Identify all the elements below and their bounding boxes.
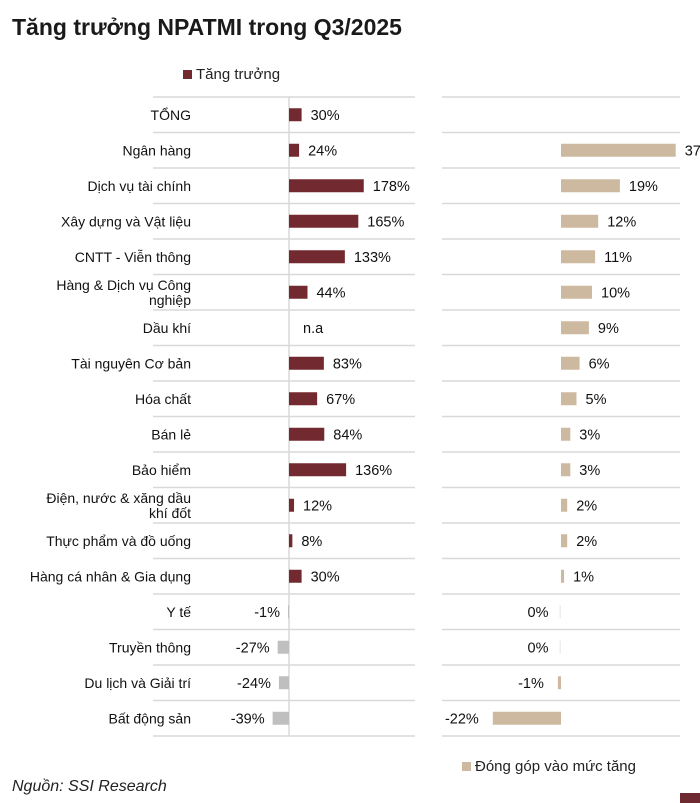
category-label: Y tế xyxy=(166,604,191,620)
growth-bar xyxy=(289,498,295,512)
contribution-bar xyxy=(492,711,561,725)
contribution-data-label: 3% xyxy=(579,427,600,443)
legend-contribution: Đóng góp vào mức tăng xyxy=(462,758,636,775)
category-label: Hàng cá nhân & Gia dụng xyxy=(30,568,191,584)
contribution-bar xyxy=(561,214,599,228)
contribution-bar xyxy=(561,250,596,264)
contribution-data-label: -22% xyxy=(445,711,479,727)
contribution-data-label: 11% xyxy=(604,250,632,266)
growth-data-label: 8% xyxy=(301,534,322,550)
contribution-bar xyxy=(557,676,561,690)
contribution-data-label: -1% xyxy=(518,676,544,692)
growth-data-label: 84% xyxy=(333,427,362,443)
contribution-bar xyxy=(559,640,561,654)
contribution-data-label: 2% xyxy=(576,498,597,514)
category-label: Bán lẻ xyxy=(151,426,191,442)
growth-data-label: -27% xyxy=(236,640,270,656)
contribution-data-label: 2% xyxy=(576,534,597,550)
contribution-data-label: 5% xyxy=(586,392,607,408)
growth-bar xyxy=(289,143,300,157)
growth-data-label: -1% xyxy=(254,605,280,621)
growth-bar xyxy=(288,605,289,619)
contribution-bar xyxy=(561,285,592,299)
contribution-bar xyxy=(561,321,589,335)
contribution-data-label: 0% xyxy=(528,605,549,621)
growth-bar xyxy=(278,676,289,690)
growth-data-label: -24% xyxy=(237,676,271,692)
category-label: Hàng & Dịch vụ Công nghiệp xyxy=(56,277,191,308)
growth-data-label: 12% xyxy=(303,498,332,514)
growth-bar xyxy=(289,179,364,193)
growth-bar xyxy=(289,427,325,441)
growth-data-label: 133% xyxy=(354,250,391,266)
growth-bar xyxy=(289,285,308,299)
contribution-bar xyxy=(561,143,676,157)
contribution-bar xyxy=(561,179,620,193)
category-label: Hóa chất xyxy=(135,391,191,407)
growth-bar xyxy=(272,711,289,725)
category-label: Truyền thông xyxy=(109,639,191,655)
contribution-bar xyxy=(561,569,565,583)
category-label: Xây dựng và Vật liệu xyxy=(61,213,191,229)
legend-label-growth: Tăng trưởng xyxy=(196,66,281,83)
contribution-bar xyxy=(561,427,571,441)
contribution-data-label: 1% xyxy=(573,569,594,585)
growth-data-label: 178% xyxy=(373,179,410,195)
contribution-data-label: 12% xyxy=(607,214,636,230)
category-label: Thực phẩm và đồ uống xyxy=(46,533,191,549)
contribution-bar xyxy=(561,392,577,406)
category-label: Dầu khí xyxy=(143,320,191,336)
chart-title: Tăng trưởng NPATMI trong Q3/2025 xyxy=(12,14,402,40)
growth-bar xyxy=(289,356,324,370)
growth-bar xyxy=(289,392,318,406)
category-label: Tài nguyên Cơ bản xyxy=(71,355,191,371)
contribution-data-label: 0% xyxy=(528,640,549,656)
category-label: Dịch vụ tài chính xyxy=(88,178,192,194)
growth-bar xyxy=(289,108,302,122)
growth-bar xyxy=(289,569,302,583)
growth-bar xyxy=(289,250,345,264)
legend-growth: Tăng trưởng xyxy=(183,66,280,83)
source-note: Nguồn: SSI Research xyxy=(12,778,167,795)
brand-corner-mark xyxy=(680,793,700,803)
growth-bar xyxy=(289,534,293,548)
legend-swatch-contribution xyxy=(462,762,471,771)
legend-swatch-growth xyxy=(183,70,192,79)
growth-data-label: -39% xyxy=(231,711,265,727)
category-label: Bảo hiểm xyxy=(132,462,191,478)
growth-data-label: 24% xyxy=(308,143,337,159)
growth-data-label: n.a xyxy=(303,321,324,337)
growth-data-label: 136% xyxy=(355,463,392,479)
category-label: TỔNG xyxy=(151,106,191,123)
contribution-bar xyxy=(561,463,571,477)
growth-bar xyxy=(289,463,347,477)
category-label: Bất động sản xyxy=(108,710,191,726)
contribution-bar xyxy=(559,605,561,619)
contribution-bar xyxy=(561,498,568,512)
growth-data-label: 30% xyxy=(311,108,340,124)
contribution-data-label: 19% xyxy=(629,179,658,195)
growth-data-label: 165% xyxy=(367,214,404,230)
contribution-data-label: 10% xyxy=(601,285,630,301)
contribution-data-label: 6% xyxy=(589,356,610,372)
category-label: Ngân hàng xyxy=(122,142,191,158)
contribution-data-label: 3% xyxy=(579,463,600,479)
category-label: CNTT - Viễn thông xyxy=(75,249,191,265)
growth-bar xyxy=(277,640,289,654)
contribution-data-label: 9% xyxy=(598,321,619,337)
legend-label-contribution: Đóng góp vào mức tăng xyxy=(475,758,636,775)
growth-data-label: 83% xyxy=(333,356,362,372)
growth-bar xyxy=(289,214,359,228)
category-label: Du lịch và Giải trí xyxy=(84,675,191,691)
growth-data-label: 44% xyxy=(316,285,345,301)
contribution-bar xyxy=(561,534,568,548)
growth-data-label: 67% xyxy=(326,392,355,408)
growth-data-label: 30% xyxy=(311,569,340,585)
contribution-data-label: 37% xyxy=(685,143,700,159)
contribution-bar xyxy=(561,356,580,370)
category-label: Điện, nước & xăng dầu khí đốt xyxy=(46,490,191,521)
